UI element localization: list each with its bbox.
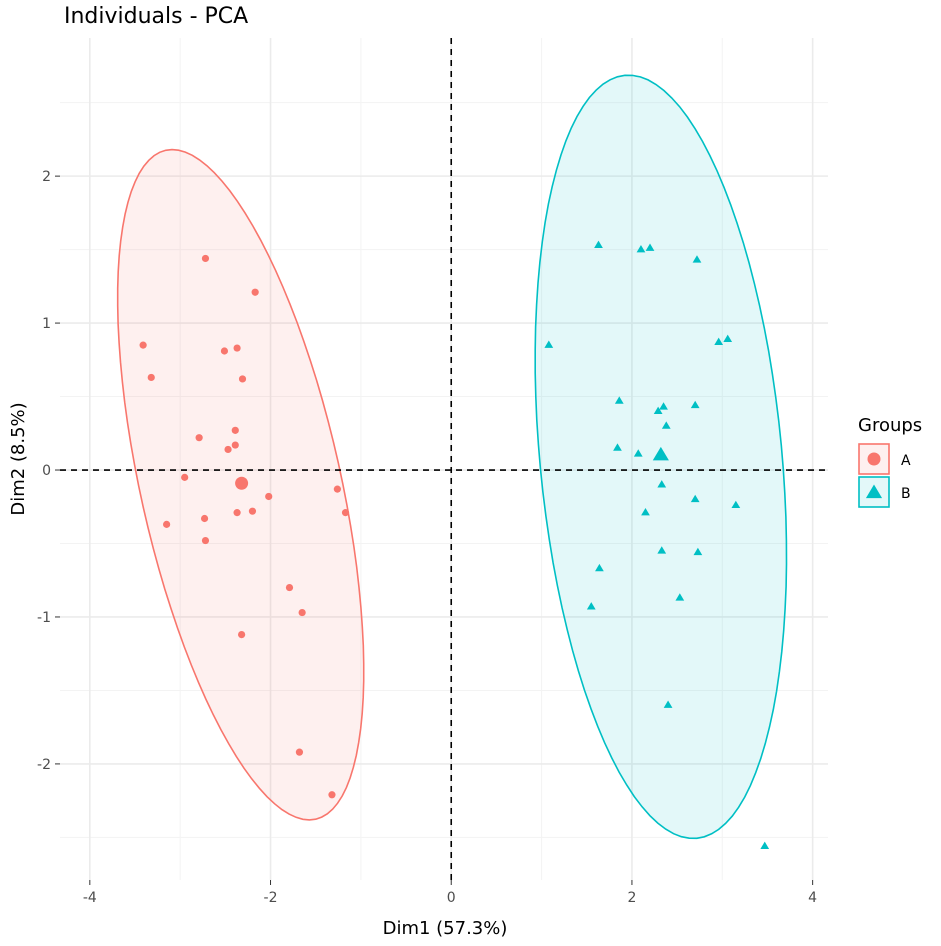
point-B (661, 421, 671, 429)
point-B (714, 337, 724, 345)
axis-ticks: -4 -2 0 2 4 -2 -1 0 1 2 (37, 169, 817, 906)
x-tick-label: 0 (447, 890, 456, 906)
point-A (285, 583, 294, 592)
data-points (139, 240, 770, 849)
point-B (586, 602, 596, 610)
legend-marker-A (867, 452, 881, 466)
point-A (265, 492, 273, 501)
point-B (663, 700, 673, 708)
point-A (224, 445, 232, 454)
point-A (295, 748, 304, 756)
point-B (641, 508, 650, 516)
x-tick-label: 4 (808, 890, 817, 906)
point-B (657, 546, 667, 554)
point-B (645, 243, 655, 251)
point-A (200, 514, 209, 523)
y-tick-label: 1 (42, 316, 51, 332)
legend-label-A: A (901, 453, 911, 469)
x-axis-label: Dim1 (57.3%) (383, 918, 508, 939)
point-B (723, 334, 733, 342)
y-tick-label: -2 (37, 757, 51, 773)
x-tick-label: -4 (83, 890, 97, 906)
legend-marker-B (865, 484, 883, 499)
legend-label-B: B (901, 486, 911, 502)
y-tick-label: 2 (42, 169, 51, 185)
point-A (251, 288, 259, 296)
point-A (147, 373, 155, 382)
point-A (248, 507, 257, 515)
point-A (201, 536, 210, 545)
point-B (731, 500, 741, 509)
point-A (233, 509, 241, 517)
point-B (690, 494, 700, 503)
chart-title: Individuals - PCA (64, 4, 248, 29)
centroid-A (235, 476, 249, 490)
point-B (675, 593, 685, 601)
point-B (544, 340, 554, 348)
point-A (233, 344, 241, 352)
point-A (139, 341, 147, 349)
point-A (181, 473, 189, 481)
point-B (613, 443, 622, 451)
point-B (692, 255, 702, 263)
point-B (595, 563, 604, 572)
point-B (657, 480, 667, 488)
point-B (693, 547, 703, 556)
point-A (220, 347, 229, 355)
point-A (333, 485, 341, 493)
point-A (163, 520, 171, 528)
reference-lines (60, 38, 828, 880)
point-B (636, 245, 646, 253)
y-tick-label: 0 (42, 463, 51, 479)
point-A (231, 441, 239, 449)
point-A (238, 631, 246, 639)
point-B (594, 240, 603, 248)
point-A (341, 509, 350, 517)
point-A (231, 426, 239, 434)
x-tick-label: -2 (264, 890, 278, 906)
y-tick-label: -1 (37, 610, 51, 626)
point-A (298, 608, 306, 617)
legend-title: Groups (858, 415, 922, 436)
point-B (659, 402, 668, 410)
point-A (201, 254, 210, 263)
confidence-ellipses (116, 74, 788, 840)
point-B (614, 396, 624, 404)
x-tick-label: 2 (627, 890, 636, 906)
point-B (760, 841, 770, 849)
centroid-B (652, 446, 669, 461)
legend: Groups A B (858, 415, 922, 508)
point-A (195, 434, 203, 442)
point-B (690, 400, 700, 409)
point-B (653, 406, 663, 415)
point-B (633, 449, 643, 457)
point-A (238, 375, 247, 383)
point-A (328, 791, 336, 799)
y-axis-label: Dim2 (8.5%) (8, 402, 29, 515)
